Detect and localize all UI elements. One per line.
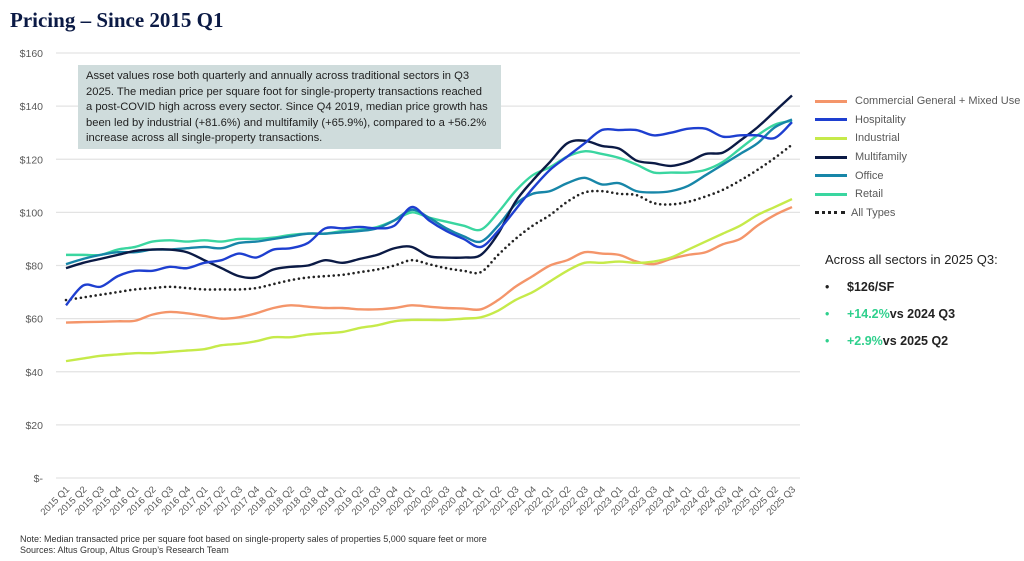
footnote-note: Note: Median transacted price per square…: [20, 534, 487, 544]
legend-swatch: [815, 99, 847, 103]
legend-label: All Types: [851, 206, 896, 219]
legend-item: All Types: [815, 204, 1020, 223]
stat-highlight: +14.2%: [847, 307, 890, 321]
legend-label: Retail: [855, 188, 884, 201]
legend-swatch: [815, 136, 847, 140]
y-tick-label: $20: [25, 420, 43, 432]
stats-panel: Across all sectors in 2025 Q3: • $126/SF…: [825, 252, 998, 348]
bullet: •: [825, 307, 830, 321]
y-tick-label: $120: [20, 154, 44, 166]
legend-label: Office: [855, 169, 884, 182]
legend-swatch: [815, 174, 847, 178]
y-tick-label: $-: [34, 473, 44, 485]
legend-label: Commercial General + Mixed Use: [855, 95, 1021, 108]
legend-swatch: [815, 118, 847, 122]
legend-label: Industrial: [855, 132, 900, 145]
series-line-industrial: [65, 198, 793, 363]
legend-swatch: [815, 192, 847, 196]
y-tick-label: $160: [20, 48, 44, 60]
page-title: Pricing – Since 2015 Q1: [10, 8, 224, 32]
series-line-commercial-general-mixed-use: [65, 205, 793, 324]
legend-label: Hospitality: [855, 113, 906, 126]
stat-yoy: • +14.2% vs 2024 Q3: [825, 307, 998, 321]
y-tick-label: $60: [25, 314, 43, 326]
chart-legend: Commercial General + Mixed Use Hospitalit…: [815, 92, 1020, 222]
legend-swatch: [815, 211, 845, 215]
legend-item: Hospitality: [815, 111, 1020, 130]
y-tick-label: $40: [25, 367, 43, 379]
series-line-multifamily: [65, 94, 793, 280]
stat-text: vs 2025 Q2: [882, 334, 949, 348]
stats-heading: Across all sectors in 2025 Q3:: [825, 252, 998, 267]
series-line-office: [65, 118, 793, 266]
legend-label: Multifamily: [855, 151, 907, 164]
legend-swatch: [815, 155, 847, 159]
y-tick-label: $140: [20, 101, 44, 113]
bullet: •: [825, 334, 830, 348]
y-tick-label: $100: [20, 207, 44, 219]
legend-item: Office: [815, 166, 1020, 185]
stat-text: $126/SF: [847, 280, 895, 294]
legend-item: Retail: [815, 185, 1020, 204]
stat-qoq: • +2.9% vs 2025 Q2: [825, 334, 998, 348]
legend-item: Multifamily: [815, 148, 1020, 167]
bullet: •: [825, 280, 830, 294]
stat-text: vs 2024 Q3: [889, 307, 956, 321]
series-line-hospitality: [65, 121, 793, 307]
footnote: Note: Median transacted price per square…: [20, 534, 487, 556]
series-line-all-types: [64, 143, 794, 302]
stat-highlight: +2.9%: [847, 334, 883, 348]
footnote-sources: Sources: Altus Group, Altus Group’s Rese…: [20, 545, 229, 555]
annotation-box: Asset values rose both quarterly and ann…: [78, 65, 501, 149]
legend-item: Industrial: [815, 129, 1020, 148]
legend-item: Commercial General + Mixed Use: [815, 92, 1020, 111]
stat-price: • $126/SF: [825, 280, 998, 294]
y-tick-label: $80: [25, 261, 43, 273]
